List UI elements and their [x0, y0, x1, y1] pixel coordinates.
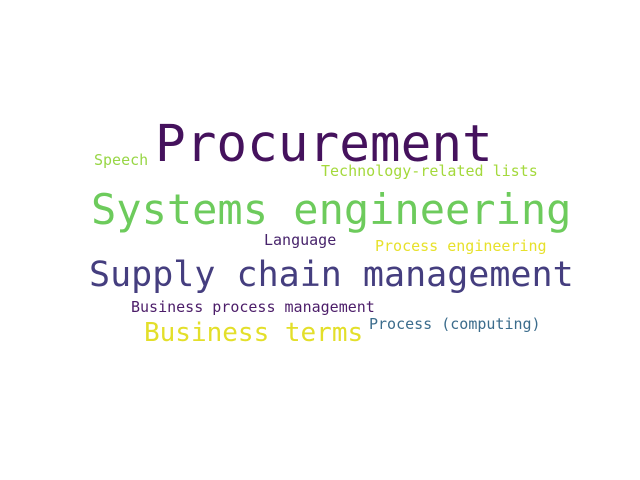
word-process-computing: Process (computing) [369, 315, 541, 333]
word-technology-related-lists: Technology-related lists [321, 162, 538, 180]
word-language: Language [264, 231, 337, 249]
word-systems-engineering: Systems engineering [91, 185, 572, 234]
word-business-terms: Business terms [144, 318, 364, 348]
word-process-engineering: Process engineering [375, 237, 547, 255]
word-speech: Speech [94, 151, 149, 169]
word-supply-chain-management: Supply chain management [89, 255, 574, 295]
word-procurement: Procurement [155, 115, 493, 174]
word-business-process-management: Business process management [131, 298, 375, 316]
